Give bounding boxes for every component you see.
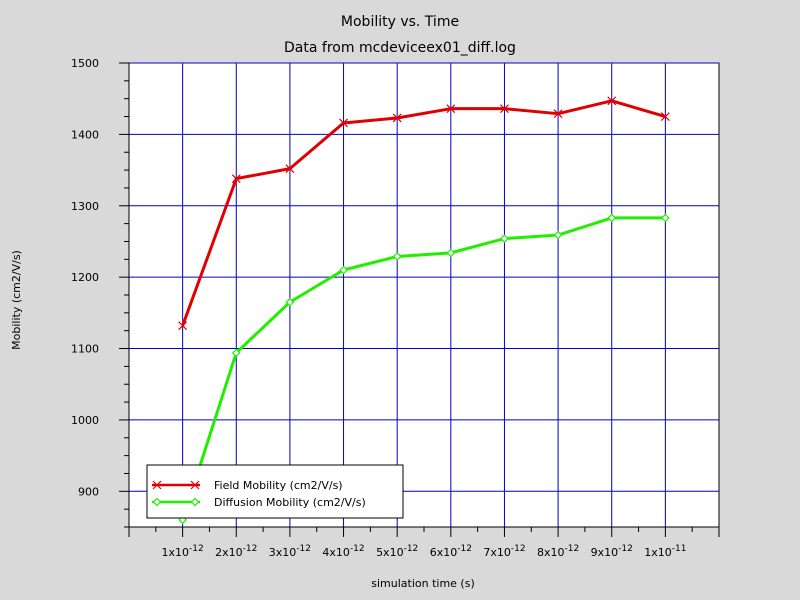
x-tick-label: 1x10-11 <box>644 544 686 559</box>
legend-box <box>146 464 404 519</box>
series-layer <box>181 99 666 521</box>
data-point-1 <box>339 265 348 275</box>
marker-stroke <box>446 104 456 114</box>
y-tick-label: 1000 <box>71 414 99 427</box>
axes: 1x10-12 2x10-12 3x10-12 4x10-12 5x10-12 6x10-… <box>71 57 720 559</box>
series-line-0 <box>181 99 666 327</box>
marker-stroke <box>190 480 200 490</box>
marker-stroke <box>285 164 295 174</box>
y-tick-label: 1500 <box>71 57 99 70</box>
data-point-0 <box>553 109 563 119</box>
legend-label-diffusion: Diffusion Mobility (cm2/V/s) <box>214 496 366 509</box>
marker-stroke <box>500 104 509 114</box>
x-tick-label: 3x10-12 <box>269 544 311 559</box>
data-point-0 <box>178 321 188 331</box>
legend-marker-diamond <box>190 497 200 507</box>
marker-stroke <box>178 321 188 331</box>
data-point-0 <box>285 164 295 174</box>
legend-marker-diamond <box>152 497 162 507</box>
marker-stroke <box>392 113 402 123</box>
y-tick-label: 1200 <box>71 271 99 284</box>
y-tick-label: 1100 <box>71 343 99 356</box>
marker-stroke <box>339 118 348 128</box>
y-tick-label: 1300 <box>71 200 99 213</box>
chart-subtitle: Data from mcdeviceex01_diff.log <box>284 40 516 56</box>
x-tick-label: 4x10-12 <box>322 544 364 559</box>
legend: Field Mobility (cm2/V/s) Diffusion Mobil… <box>146 464 404 519</box>
marker-stroke <box>152 480 162 490</box>
marker-stroke <box>660 112 670 121</box>
data-point-1 <box>553 230 563 240</box>
legend-marker-x <box>190 480 200 490</box>
data-point-1 <box>661 213 670 223</box>
x-tick-label: 8x10-12 <box>537 544 579 559</box>
data-point-1 <box>500 234 509 243</box>
legend-marker-field <box>152 480 200 490</box>
data-point-1 <box>392 252 402 261</box>
marker-stroke <box>231 174 241 184</box>
legend-marker-x <box>152 480 162 490</box>
data-point-1 <box>231 348 241 358</box>
x-tick-label: 1x10-12 <box>162 544 204 559</box>
data-point-0 <box>660 112 670 121</box>
y-axis-label: Mobility (cm2/V/s) <box>10 250 23 350</box>
data-point-0 <box>607 96 617 106</box>
data-point-0 <box>500 104 509 114</box>
x-tick-label: 9x10-12 <box>591 544 633 559</box>
y-tick-label: 900 <box>78 485 99 498</box>
x-tick-label: 7x10-12 <box>483 544 525 559</box>
data-point-0 <box>339 118 348 128</box>
legend-marker-diffusion <box>152 497 200 507</box>
data-point-1 <box>607 213 617 223</box>
data-point-0 <box>446 104 456 114</box>
x-tick-label: 2x10-12 <box>215 544 257 559</box>
marker-stroke <box>553 109 563 119</box>
chart-title: Mobility vs. Time <box>341 14 459 30</box>
x-tick-label: 5x10-12 <box>376 544 418 559</box>
data-point-1 <box>285 297 295 307</box>
series-line-1 <box>181 216 666 521</box>
data-point-0 <box>392 113 402 123</box>
data-point-0 <box>231 174 241 184</box>
plot-area <box>128 62 720 528</box>
marker-stroke <box>607 96 617 106</box>
data-point-1 <box>446 248 456 258</box>
legend-label-field: Field Mobility (cm2/V/s) <box>214 479 343 492</box>
y-tick-label: 1400 <box>71 128 99 141</box>
x-tick-label: 6x10-12 <box>430 544 472 559</box>
x-axis-label: simulation time (s) <box>371 577 475 590</box>
